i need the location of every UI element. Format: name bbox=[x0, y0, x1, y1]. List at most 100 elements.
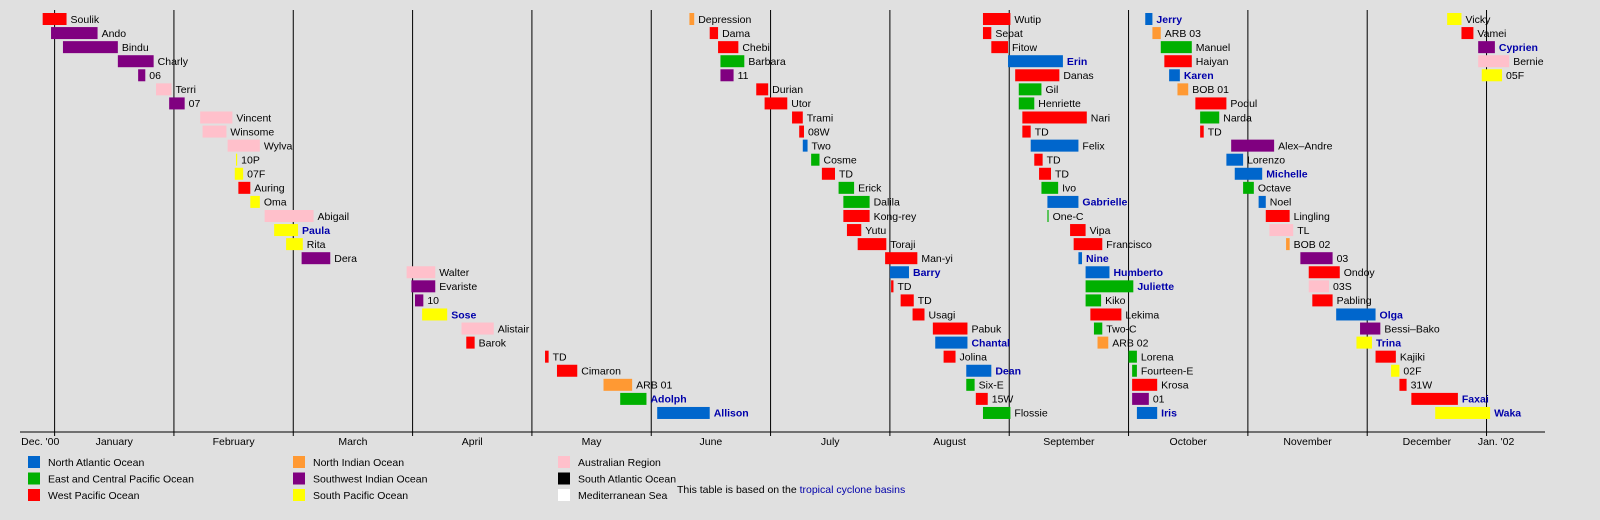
storm-bar bbox=[1265, 209, 1290, 222]
storm-bar bbox=[545, 350, 549, 363]
storm-bar bbox=[1085, 294, 1102, 307]
storm-label: TD bbox=[1055, 169, 1069, 181]
storm-label[interactable]: Jerry bbox=[1156, 14, 1182, 26]
storm-label: Dama bbox=[722, 28, 750, 40]
storm-label[interactable]: Sose bbox=[451, 309, 476, 321]
storm-label[interactable]: Adolph bbox=[650, 394, 686, 406]
footer-note: This table is based on the tropical cycl… bbox=[677, 484, 905, 496]
storm-bar bbox=[286, 238, 303, 251]
storm-label: Vipa bbox=[1090, 225, 1111, 237]
storm-bar bbox=[891, 280, 894, 293]
storm-label: Lekima bbox=[1125, 309, 1159, 321]
storm-bar bbox=[1093, 322, 1103, 335]
legend-label: Southwest Indian Ocean bbox=[313, 473, 428, 485]
storm-label[interactable]: Juliette bbox=[1137, 281, 1174, 293]
legend-swatch bbox=[558, 456, 570, 468]
storm-label: Lingling bbox=[1294, 211, 1330, 223]
storm-bar bbox=[264, 209, 314, 222]
storm-bar bbox=[1435, 406, 1491, 419]
storm-label[interactable]: Trina bbox=[1376, 337, 1401, 349]
storm-label[interactable]: Humberto bbox=[1113, 267, 1163, 279]
legend-swatch bbox=[558, 489, 570, 501]
storm-label[interactable]: Faxai bbox=[1462, 394, 1489, 406]
storm-bar bbox=[1481, 69, 1503, 82]
storm-label[interactable]: Waka bbox=[1494, 408, 1521, 420]
storm-bar bbox=[1231, 139, 1275, 152]
storm-label[interactable]: Erin bbox=[1067, 56, 1087, 68]
storm-label: Nari bbox=[1091, 112, 1110, 124]
storm-label: ARB 03 bbox=[1165, 28, 1201, 40]
storm-bar bbox=[1078, 252, 1083, 265]
storm-label[interactable]: Dean bbox=[995, 366, 1021, 378]
x-tick-label: September bbox=[1043, 436, 1095, 448]
storm-label: Soulik bbox=[71, 14, 100, 26]
x-tick-label: Jan. '02 bbox=[1478, 436, 1515, 448]
storm-label[interactable]: Paula bbox=[302, 225, 330, 237]
storm-bar bbox=[202, 125, 227, 138]
storm-bar bbox=[1243, 181, 1254, 194]
storm-label[interactable]: Iris bbox=[1161, 408, 1177, 420]
x-tick-label: February bbox=[213, 436, 256, 448]
legend-label: South Pacific Ocean bbox=[313, 490, 408, 502]
storm-bar bbox=[802, 139, 808, 152]
storm-label: Ando bbox=[102, 28, 127, 40]
storm-label[interactable]: Cyprien bbox=[1499, 42, 1538, 54]
legend-label: West Pacific Ocean bbox=[48, 490, 140, 502]
storm-bar bbox=[756, 83, 769, 96]
storm-label: Flossie bbox=[1014, 408, 1047, 420]
storm-label[interactable]: Allison bbox=[714, 408, 749, 420]
storm-label: Usagi bbox=[928, 309, 955, 321]
legend-swatch bbox=[293, 472, 305, 485]
storm-label: Ondoy bbox=[1344, 267, 1376, 279]
storm-label[interactable]: Nine bbox=[1086, 253, 1109, 265]
storm-bar bbox=[709, 27, 719, 40]
storm-bar bbox=[1030, 139, 1079, 152]
storm-bar bbox=[885, 252, 918, 265]
storm-bar bbox=[620, 392, 647, 405]
footer-link[interactable]: tropical cyclone basins bbox=[800, 484, 906, 496]
storm-label: Wylva bbox=[264, 140, 293, 152]
storm-label[interactable]: Karen bbox=[1184, 70, 1214, 82]
storm-label: Lorenzo bbox=[1247, 154, 1285, 166]
storm-label: Vamei bbox=[1477, 28, 1506, 40]
storm-bar bbox=[838, 181, 855, 194]
storm-bar bbox=[720, 69, 734, 82]
storm-label: Podul bbox=[1230, 98, 1257, 110]
storm-bar bbox=[461, 322, 494, 335]
storm-label: TD bbox=[1035, 126, 1049, 138]
storm-label[interactable]: Barry bbox=[913, 267, 941, 279]
legend-swatch bbox=[28, 472, 40, 485]
storm-label: TD bbox=[897, 281, 911, 293]
storm-bar bbox=[1160, 41, 1192, 54]
storm-label[interactable]: Gabrielle bbox=[1082, 197, 1127, 209]
storm-bar bbox=[411, 280, 436, 293]
storm-bar bbox=[227, 139, 260, 152]
storm-label: Kong-rey bbox=[874, 211, 917, 223]
storm-bar bbox=[1041, 181, 1059, 194]
storm-label[interactable]: Chantal bbox=[971, 337, 1010, 349]
storm-label: Terri bbox=[176, 84, 196, 96]
storm-bar bbox=[1132, 364, 1137, 377]
storm-label[interactable]: Michelle bbox=[1266, 169, 1308, 181]
storm-label: BOB 02 bbox=[1294, 239, 1331, 251]
storm-bar bbox=[843, 195, 870, 208]
legend-swatch bbox=[28, 456, 40, 468]
storm-bar bbox=[657, 406, 710, 419]
storm-bar bbox=[1018, 83, 1042, 96]
storm-label: Utor bbox=[791, 98, 811, 110]
storm-label: Alistair bbox=[498, 323, 530, 335]
storm-bar bbox=[1034, 153, 1043, 166]
storm-bar bbox=[556, 364, 578, 377]
storm-label: Cosme bbox=[823, 154, 856, 166]
storm-bar bbox=[889, 266, 909, 279]
storm-label[interactable]: Olga bbox=[1380, 309, 1403, 321]
storm-bar bbox=[900, 294, 914, 307]
storm-label: Bernie bbox=[1513, 56, 1544, 68]
legend-label: East and Central Pacific Ocean bbox=[48, 473, 194, 485]
storm-bar bbox=[42, 13, 67, 25]
storm-bar bbox=[943, 350, 956, 363]
storm-label: Ivo bbox=[1062, 183, 1076, 195]
legend-swatch bbox=[558, 472, 570, 485]
storm-label: 15W bbox=[992, 394, 1014, 406]
